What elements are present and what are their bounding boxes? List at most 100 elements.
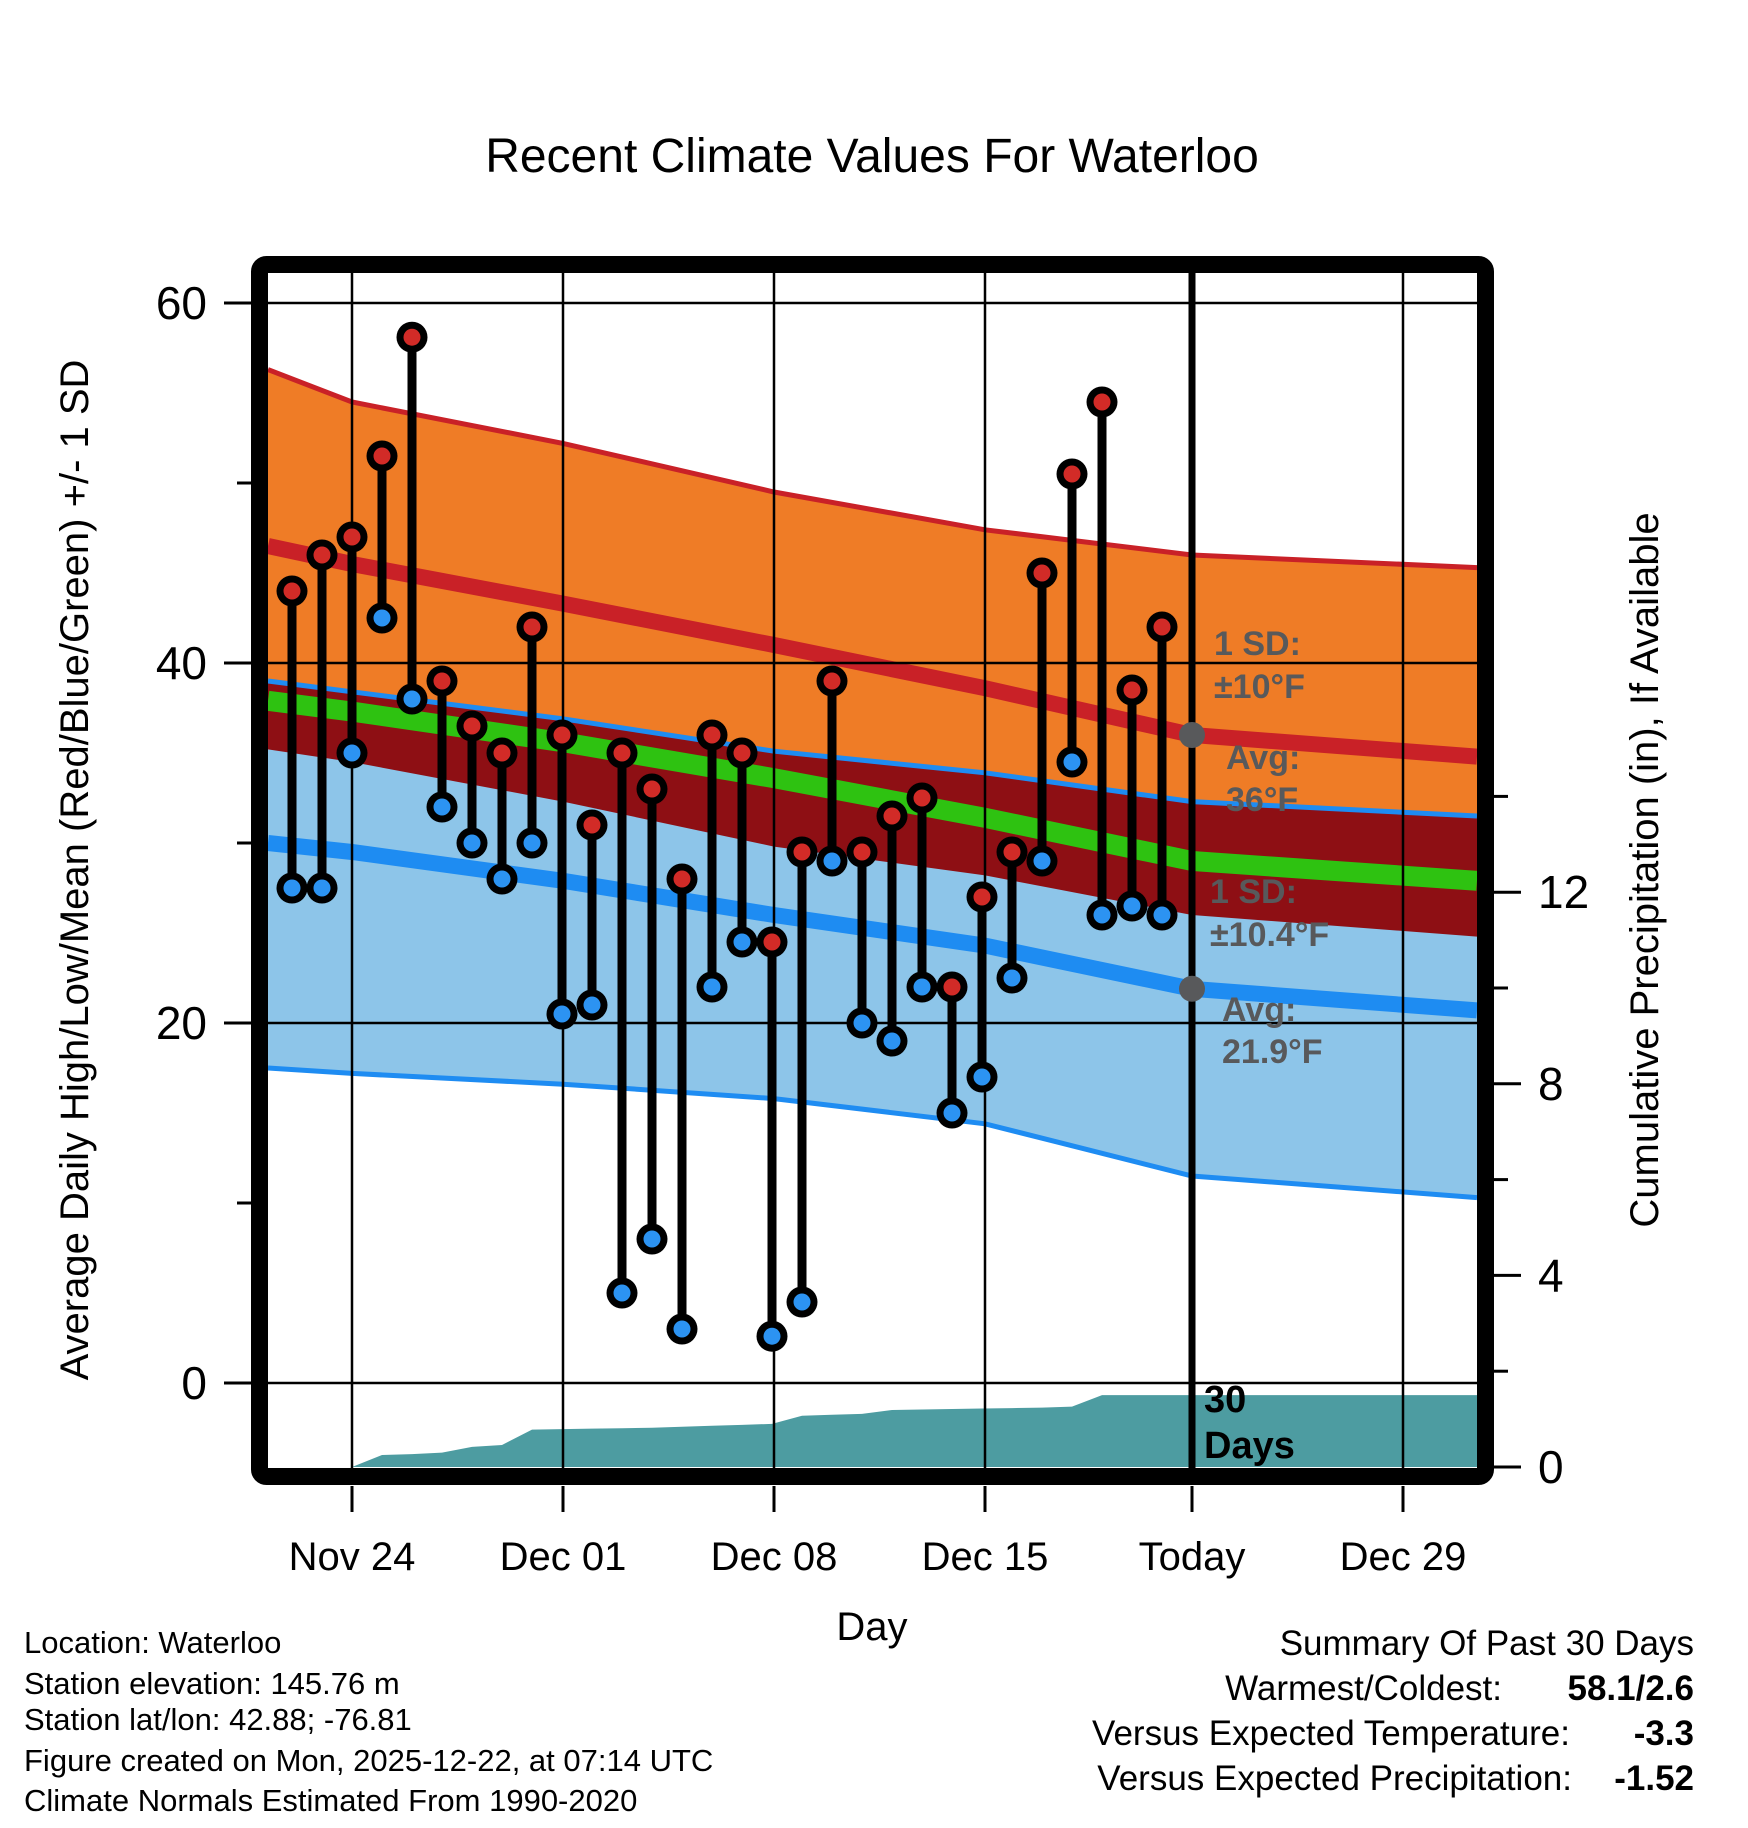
daily-low-dot	[583, 996, 601, 1014]
avg-low-annotation-line1: Avg:	[1222, 991, 1296, 1029]
y-left-axis-label: Average Daily High/Low/Mean (Red/Blue/Gr…	[53, 360, 97, 1381]
x-tick-label: Today	[1139, 1535, 1246, 1579]
y-left-tick-label: 60	[156, 277, 207, 329]
sd-high-annotation-line1: 1 SD:	[1214, 625, 1301, 663]
daily-low-dot	[463, 834, 481, 852]
sd-low-annotation-line2: ±10.4°F	[1210, 916, 1329, 954]
summary-vs-temperature-value: -3.3	[1634, 1714, 1694, 1753]
daily-low-dot	[943, 1104, 961, 1122]
summary-vs-temperature-label: Versus Expected Temperature:	[1092, 1714, 1570, 1753]
daily-low-dot	[403, 690, 421, 708]
x-tick-label: Dec 15	[922, 1535, 1049, 1579]
daily-high-dot	[343, 528, 361, 546]
daily-low-dot	[673, 1320, 691, 1338]
daily-high-dot	[793, 843, 811, 861]
daily-high-dot	[1033, 564, 1051, 582]
daily-high-dot	[583, 816, 601, 834]
y-right-axis-label: Cumulative Precipitation (in), If Availa…	[1623, 512, 1667, 1227]
daily-low-dot	[853, 1014, 871, 1032]
footer-created: Figure created on Mon, 2025-12-22, at 07…	[24, 1743, 713, 1778]
avg-low-today-marker	[1179, 975, 1205, 1002]
avg-high-annotation-line2: 36°F	[1226, 781, 1298, 819]
daily-low-dot	[433, 798, 451, 816]
y-left-tick-label: 40	[156, 637, 207, 689]
daily-low-dot	[523, 834, 541, 852]
daily-low-dot	[1123, 897, 1141, 915]
daily-high-dot	[373, 447, 391, 465]
daily-high-dot	[313, 546, 331, 564]
y-right-tick-label: 12	[1538, 866, 1589, 918]
footer-location: Location: Waterloo	[24, 1625, 281, 1660]
period-annotation-line1: 30	[1204, 1379, 1246, 1421]
footer-normals-range: Climate Normals Estimated From 1990-2020	[24, 1783, 637, 1818]
daily-high-dot	[823, 672, 841, 690]
summary-title: Summary Of Past 30 Days	[1280, 1624, 1694, 1663]
daily-low-dot	[1033, 852, 1051, 870]
daily-low-dot	[823, 852, 841, 870]
daily-low-dot	[493, 870, 511, 888]
daily-low-dot	[553, 1005, 571, 1023]
daily-high-dot	[883, 807, 901, 825]
today-markers-layer	[1179, 722, 1205, 1002]
daily-low-dot	[343, 744, 361, 762]
daily-high-dot	[1093, 393, 1111, 411]
avg-low-annotation-line2: 21.9°F	[1222, 1033, 1323, 1071]
daily-low-dot	[883, 1032, 901, 1050]
daily-high-dot	[853, 843, 871, 861]
y-right-tick-label: 8	[1538, 1058, 1564, 1110]
daily-high-dot	[553, 726, 571, 744]
daily-low-dot	[793, 1293, 811, 1311]
daily-low-dot	[973, 1068, 991, 1086]
footer-elevation: Station elevation: 145.76 m	[24, 1666, 400, 1701]
daily-low-dot	[283, 879, 301, 897]
daily-low-dot	[733, 933, 751, 951]
daily-high-dot	[403, 328, 421, 346]
axis-ticks-layer	[224, 301, 1521, 1512]
daily-high-dot	[643, 780, 661, 798]
daily-high-dot	[763, 933, 781, 951]
x-tick-label: Dec 01	[500, 1535, 627, 1579]
daily-high-dot	[283, 582, 301, 600]
daily-high-dot	[733, 744, 751, 762]
period-annotation-line2: Days	[1204, 1425, 1295, 1467]
chart-title: Recent Climate Values For Waterloo	[485, 130, 1259, 183]
sd-high-annotation-line2: ±10°F	[1214, 668, 1305, 706]
y-right-tick-label: 4	[1538, 1249, 1564, 1301]
daily-high-dot	[433, 672, 451, 690]
daily-high-dot	[1063, 465, 1081, 483]
daily-low-dot	[1003, 969, 1021, 987]
precip-area-layer	[292, 1395, 1477, 1467]
daily-low-dot	[1063, 753, 1081, 771]
daily-high-dot	[1003, 843, 1021, 861]
daily-high-dot	[613, 744, 631, 762]
x-tick-label: Dec 08	[711, 1535, 838, 1579]
footer-latlon: Station lat/lon: 42.88; -76.81	[24, 1702, 412, 1737]
daily-low-dot	[703, 978, 721, 996]
daily-high-dot	[703, 726, 721, 744]
daily-low-dot	[913, 978, 931, 996]
avg-high-today-marker	[1179, 722, 1205, 748]
daily-low-dot	[1093, 906, 1111, 924]
daily-high-dot	[1123, 681, 1141, 699]
x-tick-label: Nov 24	[289, 1535, 416, 1579]
y-right-tick-label: 0	[1538, 1441, 1564, 1493]
daily-low-dot	[613, 1284, 631, 1302]
x-axis-label: Day	[836, 1605, 907, 1649]
summary-vs-precipitation-value: -1.52	[1614, 1759, 1694, 1798]
summary-warmest-coldest-label: Warmest/Coldest:	[1225, 1669, 1502, 1708]
summary-vs-precipitation-label: Versus Expected Precipitation:	[1097, 1759, 1572, 1798]
sd-low-annotation-line1: 1 SD:	[1210, 873, 1297, 911]
daily-high-dot	[1153, 618, 1171, 636]
daily-low-dot	[1153, 906, 1171, 924]
daily-high-dot	[523, 618, 541, 636]
daily-stems-layer	[276, 321, 1178, 1352]
daily-low-dot	[643, 1230, 661, 1248]
daily-high-dot	[973, 888, 991, 906]
y-left-tick-label: 20	[156, 997, 207, 1049]
daily-high-dot	[943, 978, 961, 996]
daily-high-dot	[673, 870, 691, 888]
daily-low-dot	[373, 609, 391, 627]
